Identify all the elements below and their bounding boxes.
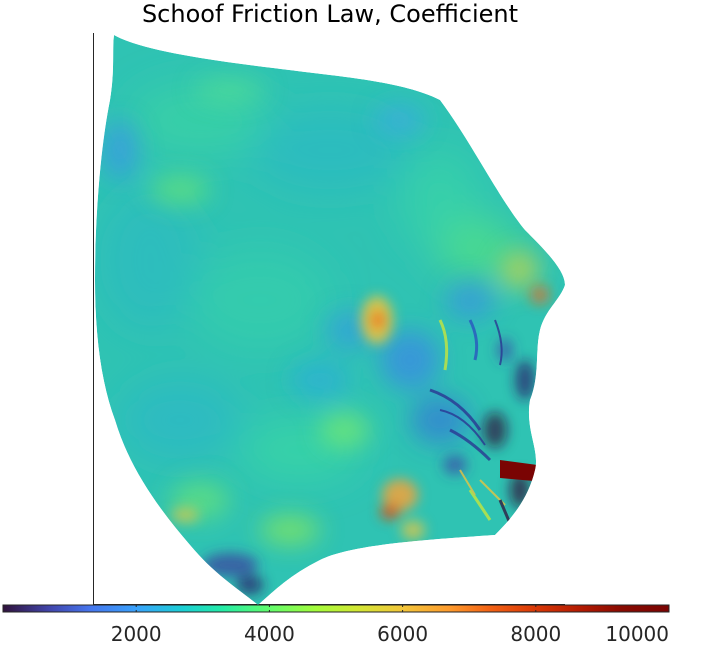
colorbar-tick-label: 2000 <box>111 622 162 646</box>
colorbar-gradient <box>2 604 670 613</box>
chart-title: Schoof Friction Law, Coefficient <box>142 0 518 28</box>
colorbar-tick-label: 4000 <box>244 622 295 646</box>
colorbar: 2000 4000 6000 8000 10000 <box>2 604 670 646</box>
colorbar-tick-label: 6000 <box>377 622 428 646</box>
terminus-streaks <box>429 319 514 529</box>
heatmap-texture <box>100 78 550 595</box>
colorbar-tick-labels: 2000 4000 6000 8000 10000 <box>111 622 669 646</box>
colorbar-ticks <box>135 605 670 612</box>
colorbar-tick-label: 10000 <box>605 622 669 646</box>
colorbar-tick-label: 8000 <box>510 622 561 646</box>
heatmap-field <box>95 35 565 605</box>
